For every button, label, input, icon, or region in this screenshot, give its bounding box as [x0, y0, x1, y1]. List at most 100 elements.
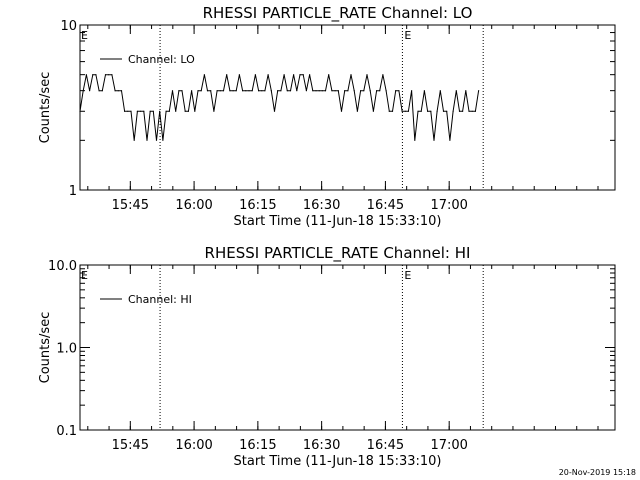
data-point	[216, 90, 218, 92]
legend-label: Channel: LO	[128, 53, 195, 66]
data-point	[98, 90, 100, 92]
data-point	[388, 110, 390, 112]
data-point	[200, 90, 202, 92]
y-tick-label: 1.0	[56, 342, 77, 357]
data-point	[133, 139, 135, 141]
data-point	[309, 74, 311, 76]
data-point	[111, 74, 113, 76]
data-point	[321, 90, 323, 92]
x-tick-label: 16:30	[303, 198, 340, 213]
data-point	[455, 90, 457, 92]
data-point	[350, 74, 352, 76]
data-point	[101, 90, 103, 92]
data-point	[197, 90, 199, 92]
data-point	[194, 110, 196, 112]
data-point	[146, 139, 148, 141]
x-axis-label: Start Time (11-Jun-18 15:33:10)	[234, 214, 442, 229]
y-tick-label: 10.0	[48, 259, 77, 274]
data-point	[340, 110, 343, 112]
data-point	[258, 90, 260, 92]
plot-frame	[79, 24, 616, 191]
data-point	[162, 139, 164, 141]
data-point	[324, 90, 327, 92]
data-point	[226, 74, 228, 76]
data-point	[152, 110, 154, 112]
x-tick-label: 17:00	[430, 438, 467, 453]
data-point	[398, 90, 400, 92]
data-point	[178, 90, 180, 92]
x-tick-label: 16:15	[239, 438, 276, 453]
data-point	[85, 74, 87, 76]
data-point	[140, 110, 142, 112]
data-point	[302, 74, 304, 76]
data-point	[312, 90, 314, 92]
data-point	[181, 90, 183, 92]
x-tick-label: 16:30	[303, 438, 340, 453]
data-point	[245, 90, 247, 92]
data-point	[423, 90, 425, 92]
data-point	[191, 90, 193, 92]
data-point	[411, 90, 413, 92]
data-point	[293, 74, 295, 76]
data-point	[175, 110, 177, 112]
data-point	[280, 90, 282, 92]
data-point	[261, 90, 263, 92]
data-point	[372, 110, 374, 112]
data-point	[124, 110, 126, 112]
data-point	[283, 74, 285, 76]
data-point	[407, 110, 409, 112]
x-tick-label: 16:00	[175, 438, 212, 453]
data-point	[286, 90, 288, 92]
data-point	[171, 90, 174, 92]
data-point	[127, 110, 129, 112]
data-point	[458, 110, 461, 112]
data-point	[376, 90, 378, 92]
data-point	[395, 90, 397, 92]
data-point	[353, 90, 355, 92]
data-point	[210, 90, 212, 92]
data-point	[430, 110, 432, 112]
data-point	[159, 110, 161, 112]
data-point	[442, 110, 445, 112]
y-tick-label: 0.1	[56, 424, 77, 439]
series-line	[79, 74, 480, 141]
data-point	[114, 90, 116, 92]
data-point	[273, 110, 276, 112]
event-marker-label: E	[404, 269, 411, 282]
data-point	[89, 90, 91, 92]
data-point	[391, 110, 394, 112]
data-point	[213, 110, 215, 112]
data-point	[474, 110, 476, 112]
data-point	[117, 90, 119, 92]
data-point	[235, 90, 237, 92]
data-point	[318, 90, 320, 92]
data-point	[337, 90, 339, 92]
data-point	[79, 110, 81, 112]
data-point	[155, 139, 158, 141]
data-point	[289, 90, 292, 92]
data-point	[120, 90, 123, 92]
data-point	[315, 90, 317, 92]
data-point	[363, 90, 365, 92]
legend-label: Channel: HI	[128, 293, 192, 306]
data-point	[404, 110, 406, 112]
data-point	[385, 90, 387, 92]
data-point	[203, 74, 205, 76]
data-point	[478, 90, 480, 92]
data-point	[267, 74, 269, 76]
data-point	[471, 110, 473, 112]
x-tick-label: 17:00	[430, 198, 467, 213]
data-point	[187, 110, 189, 112]
data-point	[222, 90, 225, 92]
data-point	[184, 110, 186, 112]
chart-title: RHESSI PARTICLE_RATE Channel: LO	[203, 4, 473, 23]
corner-event-label: E	[81, 29, 88, 42]
data-point	[168, 110, 170, 112]
x-tick-label: 16:00	[175, 198, 212, 213]
x-tick-label: 15:45	[112, 198, 149, 213]
data-point	[206, 90, 209, 92]
data-point	[420, 110, 422, 112]
data-point	[446, 110, 448, 112]
y-tick-label: 10	[60, 19, 77, 34]
